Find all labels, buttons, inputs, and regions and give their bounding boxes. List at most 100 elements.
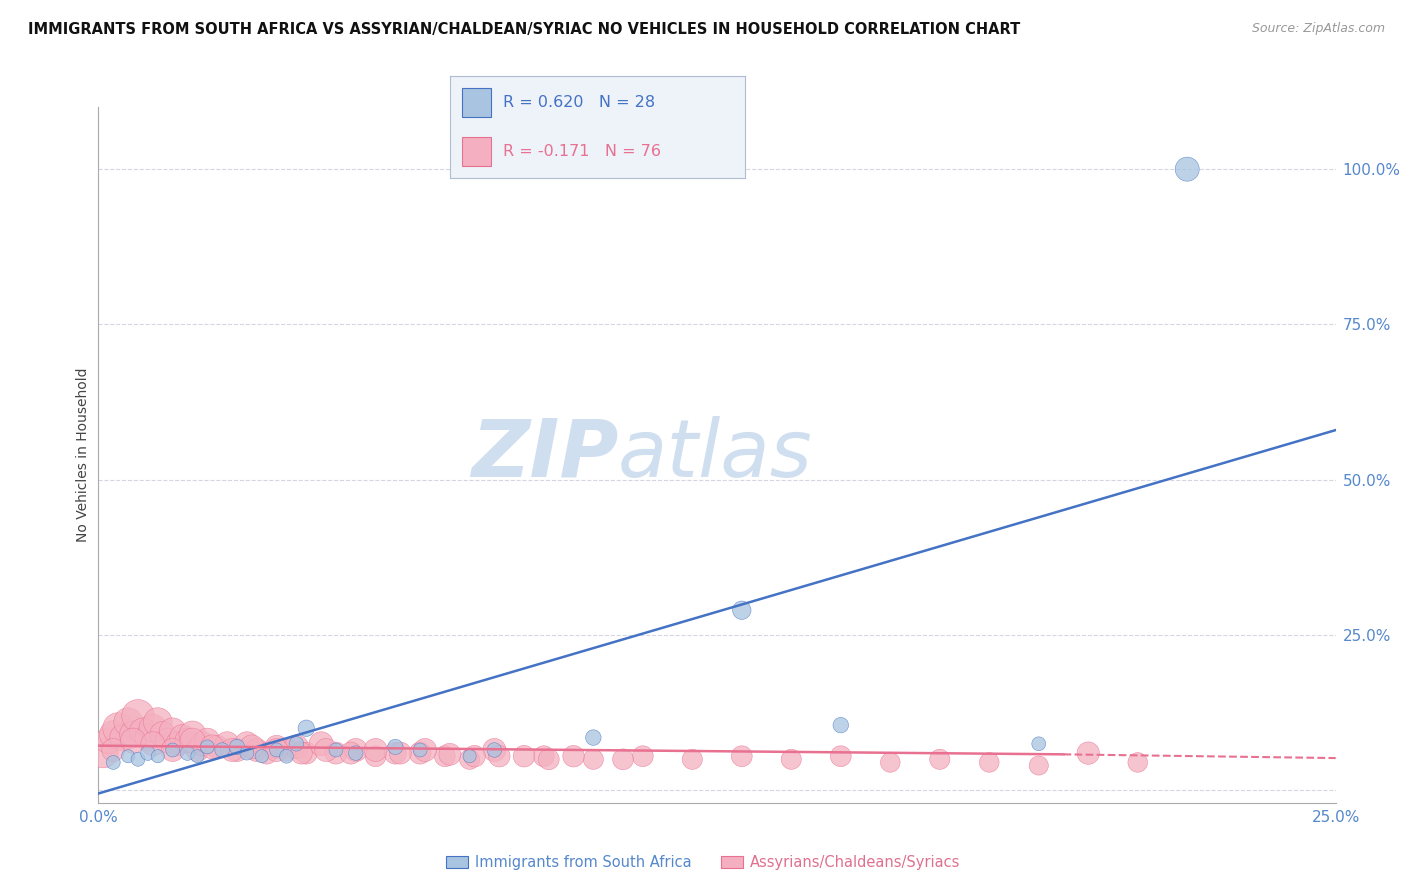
Point <box>211 743 233 757</box>
Point <box>112 731 135 745</box>
Point <box>226 739 249 754</box>
Y-axis label: No Vehicles in Household: No Vehicles in Household <box>76 368 90 542</box>
Point <box>236 737 259 751</box>
Point <box>458 752 481 766</box>
Point <box>266 739 288 754</box>
Point <box>132 724 155 739</box>
Point <box>537 752 560 766</box>
Point <box>205 739 228 754</box>
Text: R = 0.620   N = 28: R = 0.620 N = 28 <box>503 95 655 110</box>
Point <box>1028 737 1050 751</box>
Point <box>176 746 198 760</box>
Point <box>413 743 436 757</box>
Point <box>631 749 654 764</box>
Point <box>103 727 125 741</box>
Point <box>681 752 703 766</box>
Point <box>146 714 169 729</box>
Point <box>136 731 159 745</box>
Point <box>384 739 406 754</box>
Point <box>217 737 239 751</box>
Point <box>1175 162 1198 177</box>
Point <box>1028 758 1050 772</box>
Point <box>979 756 1001 770</box>
Point <box>176 733 198 747</box>
Text: Source: ZipAtlas.com: Source: ZipAtlas.com <box>1251 22 1385 36</box>
Point <box>122 727 145 741</box>
Point <box>285 737 308 751</box>
Point <box>146 749 169 764</box>
Point <box>240 739 263 754</box>
Point <box>166 737 188 751</box>
Text: atlas: atlas <box>619 416 813 494</box>
Point <box>103 756 125 770</box>
Point <box>731 603 754 617</box>
Point <box>830 718 852 732</box>
Point <box>156 733 179 747</box>
Point <box>127 708 149 723</box>
Point <box>409 746 432 760</box>
Point <box>256 746 278 760</box>
Point <box>325 743 347 757</box>
Point <box>136 746 159 760</box>
Point <box>226 743 249 757</box>
Point <box>142 737 165 751</box>
Point <box>295 721 318 735</box>
Point <box>409 743 432 757</box>
Text: IMMIGRANTS FROM SOUTH AFRICA VS ASSYRIAN/CHALDEAN/SYRIAC NO VEHICLES IN HOUSEHOL: IMMIGRANTS FROM SOUTH AFRICA VS ASSYRIAN… <box>28 22 1021 37</box>
Point <box>162 724 184 739</box>
Point <box>533 749 555 764</box>
Point <box>315 743 337 757</box>
Point <box>582 731 605 745</box>
Point <box>117 749 139 764</box>
Text: R = -0.171   N = 76: R = -0.171 N = 76 <box>503 145 661 160</box>
FancyBboxPatch shape <box>461 88 491 117</box>
Point <box>266 743 288 757</box>
Point <box>221 743 243 757</box>
Point <box>513 749 536 764</box>
Point <box>340 746 363 760</box>
Point <box>344 743 367 757</box>
Point <box>97 733 120 747</box>
Point <box>582 752 605 766</box>
Point <box>290 746 312 760</box>
Point <box>562 749 585 764</box>
Point <box>384 746 406 760</box>
Point <box>780 752 803 766</box>
Point <box>439 747 461 762</box>
Point <box>152 727 174 741</box>
Point <box>484 743 506 757</box>
Point <box>276 743 298 757</box>
Point <box>195 739 218 754</box>
Point <box>93 746 115 760</box>
Point <box>195 733 218 747</box>
Point <box>201 739 224 754</box>
Point <box>142 721 165 735</box>
Point <box>612 752 634 766</box>
Point <box>344 746 367 760</box>
Point <box>266 743 288 757</box>
Point <box>830 749 852 764</box>
Point <box>433 749 456 764</box>
Point <box>186 749 208 764</box>
Point <box>162 743 184 757</box>
Point <box>458 749 481 764</box>
Point <box>236 746 259 760</box>
Point <box>107 721 129 735</box>
Point <box>484 743 506 757</box>
Point <box>1077 746 1099 760</box>
Point <box>295 746 318 760</box>
Point <box>191 737 214 751</box>
Point <box>389 746 412 760</box>
Point <box>364 743 387 757</box>
Point <box>879 756 901 770</box>
Text: ZIP: ZIP <box>471 416 619 494</box>
Point <box>488 749 510 764</box>
Point <box>731 749 754 764</box>
Point <box>162 743 184 757</box>
Point <box>285 739 308 754</box>
Point <box>250 749 273 764</box>
Point <box>186 743 208 757</box>
Point <box>181 733 204 747</box>
Point <box>127 752 149 766</box>
Point <box>103 743 125 757</box>
